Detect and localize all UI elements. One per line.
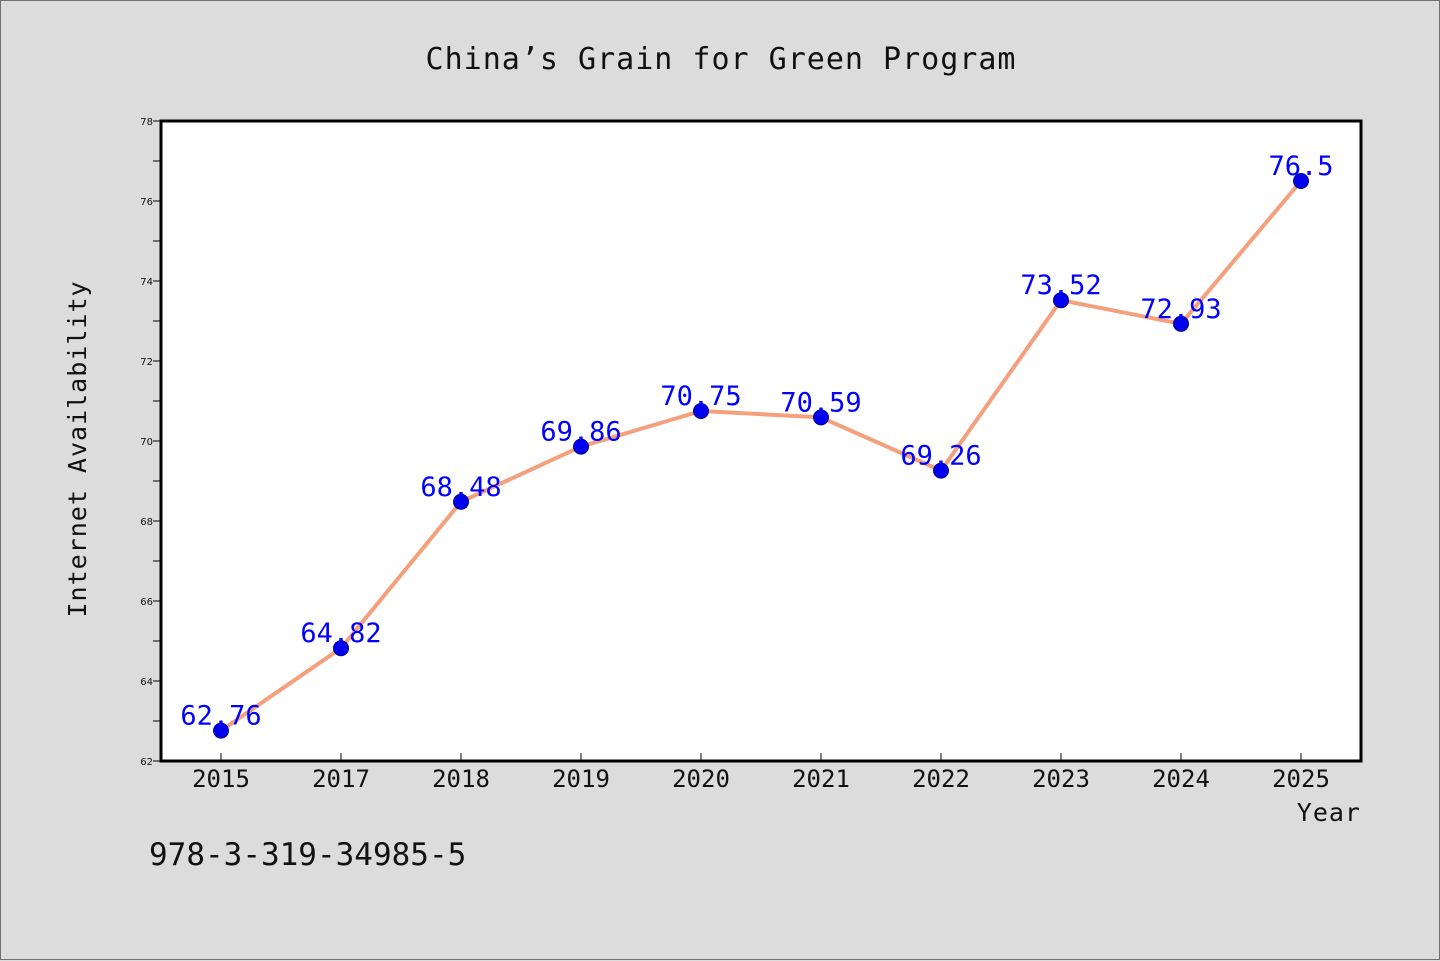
- y-tick-label: 64: [140, 677, 153, 688]
- data-label: 68.48: [420, 472, 501, 503]
- x-tick-label: 2021: [792, 765, 850, 793]
- data-label: 64.82: [300, 618, 381, 649]
- data-label: 76.5: [1268, 151, 1333, 182]
- y-tick-label: 66: [140, 597, 153, 608]
- data-point-marker: [933, 462, 949, 479]
- y-axis-title: Internet Availability: [63, 280, 92, 617]
- x-axis-title: Year: [1297, 798, 1361, 827]
- y-tick-label: 74: [140, 277, 153, 288]
- data-label: 69.26: [900, 441, 981, 472]
- data-label: 70.59: [780, 387, 861, 418]
- data-label: 62.76: [180, 701, 261, 732]
- data-point-marker: [1173, 315, 1189, 332]
- data-label: 72.93: [1140, 294, 1221, 325]
- x-tick-label: 2025: [1272, 765, 1330, 793]
- data-label: 69.86: [540, 417, 621, 448]
- x-tick-label: 2024: [1152, 765, 1210, 793]
- isbn-footnote: 978-3-319-34985-5: [149, 837, 466, 873]
- data-point-marker: [573, 438, 589, 455]
- data-point-marker: [1053, 292, 1069, 309]
- y-tick-label: 76: [140, 197, 153, 208]
- y-tick-label: 78: [140, 117, 153, 128]
- x-tick-label: 2015: [192, 765, 250, 793]
- x-tick-label: 2019: [552, 765, 610, 793]
- y-axis: 62 64 66 68 70 72 74 76 78: [140, 117, 161, 768]
- data-point-marker: [213, 722, 229, 739]
- x-tick-label: 2018: [432, 765, 490, 793]
- x-tick-label: 2023: [1032, 765, 1090, 793]
- data-label: 73.52: [1020, 270, 1101, 301]
- chart-title: China’s Grain for Green Program: [426, 42, 1017, 77]
- data-point-marker: [1293, 173, 1309, 189]
- data-point-marker: [693, 403, 709, 419]
- data-point-marker: [453, 493, 469, 510]
- x-axis: 2015 2017 2018 2019 2020 2021 2022 2023 2024 2025: [192, 753, 1330, 793]
- data-labels: 62.76 64.82 68.48 69.86 70.75 70.59 69.26 73.52…: [180, 151, 1333, 732]
- y-tick-label: 62: [140, 757, 153, 768]
- data-point-marker: [813, 409, 829, 426]
- series-markers: [213, 173, 1309, 739]
- series-line: [219, 179, 1303, 733]
- x-tick-label: 2020: [672, 765, 730, 793]
- data-point-marker: [333, 640, 349, 657]
- y-tick-label: 70: [140, 437, 153, 448]
- x-tick-label: 2022: [912, 765, 970, 793]
- plot-area: [159, 119, 1363, 763]
- x-tick-label: 2017: [312, 765, 370, 793]
- data-label: 70.75: [660, 381, 741, 412]
- y-tick-label: 68: [140, 517, 153, 528]
- y-tick-label: 72: [140, 357, 153, 368]
